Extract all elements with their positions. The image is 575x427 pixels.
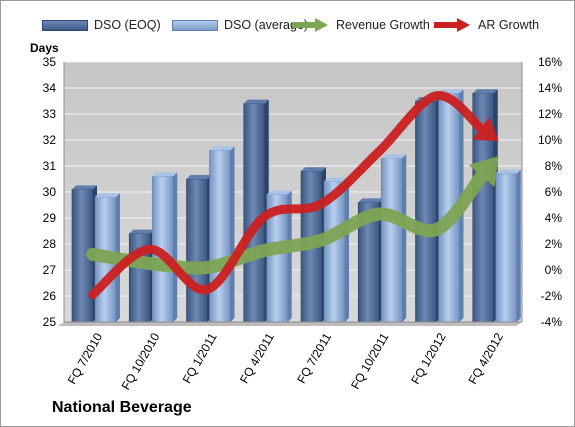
bar-side <box>516 169 521 322</box>
legend-arrow-green-icon <box>292 18 328 32</box>
bar-top <box>243 99 269 104</box>
y-tick-label: 25 <box>43 315 57 329</box>
y2-tick-label: 16% <box>538 55 562 69</box>
bar-face <box>380 157 403 323</box>
bar-face <box>415 100 437 323</box>
bar-top <box>72 185 97 190</box>
x-tick-label: FQ 10/2010 <box>119 330 163 392</box>
chart-title: National Beverage <box>52 399 192 416</box>
bar-top <box>358 198 384 203</box>
x-tick-label: FQ 4/2011 <box>237 330 277 386</box>
bar-side <box>287 190 292 322</box>
legend-item-ar-growth: AR Growth <box>432 15 539 35</box>
bar-top <box>495 169 521 174</box>
y2-tick-label: 10% <box>538 133 562 147</box>
legend: DSO (EOQ) DSO (average) Revenue Growth A… <box>22 15 562 37</box>
legend-item-dso-eoq: DSO (EOQ) <box>42 15 161 35</box>
y2-tick-label: -2% <box>541 289 563 303</box>
y2-tick-label: 8% <box>545 159 563 173</box>
x-tick-label: FQ 4/2012 <box>465 330 506 386</box>
bar-side <box>402 154 407 322</box>
bar-dso-eoq <box>128 229 155 323</box>
y2-tick-label: -4% <box>541 315 563 329</box>
bar-top <box>186 175 212 179</box>
bar-side <box>345 177 349 322</box>
y-tick-label: 32 <box>43 133 57 147</box>
bar-dso-eoq <box>243 99 269 323</box>
bar-face <box>243 103 266 323</box>
plot-floor <box>58 322 522 326</box>
y-tick-label: 31 <box>43 159 57 173</box>
revenue-growth-arrow-arrowhead <box>468 156 499 187</box>
bar-top <box>301 167 326 172</box>
x-tick-label: FQ 1/2011 <box>180 330 220 386</box>
x-tick-label: FQ 1/2012 <box>408 330 449 386</box>
ar-growth-arrow-arrowhead <box>472 117 499 142</box>
bar-top <box>472 89 498 94</box>
y-tick-label: 30 <box>43 185 57 199</box>
legend-label-dso-eoq: DSO (EOQ) <box>94 18 161 32</box>
bar-dso-average <box>266 190 292 323</box>
y-tick-label: 28 <box>43 237 57 251</box>
y-tick-label: 34 <box>43 81 57 95</box>
legend-swatch-dso-average <box>172 19 218 31</box>
bar-side <box>173 172 178 322</box>
legend-item-revenue-growth: Revenue Growth <box>290 15 430 35</box>
y2-tick-label: 4% <box>545 211 563 225</box>
bar-dso-average <box>209 146 235 323</box>
bar-top <box>381 154 407 159</box>
y2-tick-label: 6% <box>545 185 563 199</box>
y-tick-label: 27 <box>43 263 57 277</box>
bar-side <box>230 146 235 322</box>
x-tick-label: FQ 10/2011 <box>348 330 392 391</box>
bar-top <box>152 172 178 177</box>
y2-tick-label: 14% <box>538 81 562 95</box>
bar-top <box>266 190 292 195</box>
legend-label-dso-average: DSO (average) <box>224 18 309 32</box>
bar-top <box>129 229 155 234</box>
y-tick-label: 35 <box>43 55 57 69</box>
bar-dso-average <box>323 177 349 323</box>
legend-swatch-dso-eoq <box>42 19 88 31</box>
ar-growth-arrow-line <box>88 91 486 300</box>
revenue-growth-arrow <box>86 156 499 275</box>
legend-label-revenue-growth: Revenue Growth <box>336 18 430 32</box>
x-tick-label: FQ 7/2010 <box>65 330 106 386</box>
y-tick-label: 26 <box>43 289 57 303</box>
lines-layer <box>86 91 499 300</box>
ar-growth-arrow <box>88 91 499 300</box>
bar-dso-eoq <box>415 97 441 323</box>
y2-tick-label: 2% <box>545 237 563 251</box>
legend-item-dso-average: DSO (average) <box>172 15 308 35</box>
x-tick-label: FQ 7/2011 <box>294 330 334 386</box>
bar-face <box>209 150 231 323</box>
y-tick-label: 33 <box>43 107 57 121</box>
y2-tick-label: 12% <box>538 107 562 121</box>
legend-label-ar-growth: AR Growth <box>478 18 540 32</box>
y-axis-title: Days <box>30 41 59 55</box>
bar-face <box>186 178 208 323</box>
legend-arrow-red-icon <box>434 18 470 32</box>
bar-top <box>209 146 235 151</box>
y2-tick-label: 0% <box>545 263 563 277</box>
bar-dso-average <box>495 169 521 323</box>
bar-dso-eoq <box>186 175 212 323</box>
bar-dso-average <box>380 154 407 323</box>
revenue-growth-arrow-line <box>86 169 489 275</box>
bar-face <box>495 173 518 323</box>
y-tick-label: 29 <box>43 211 57 225</box>
bar-top <box>95 193 120 198</box>
bar-top <box>324 177 349 182</box>
